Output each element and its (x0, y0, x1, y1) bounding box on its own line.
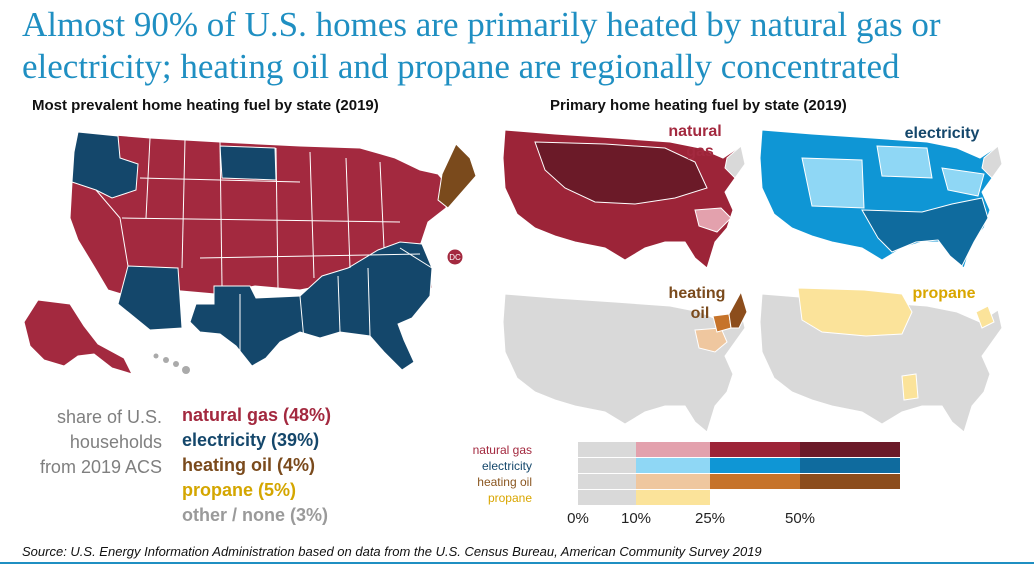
footer-rule (0, 562, 1034, 564)
fuel-share-heating-oil: heating oil (4%) (182, 455, 316, 475)
scale-tick-10: 10% (620, 510, 652, 527)
panel-natural-gas-dark-core (534, 141, 708, 205)
scale-label-natural-gas: natural gas (472, 443, 532, 457)
panel-natural-gas-new-england-none (724, 145, 746, 179)
scale-cell (636, 474, 710, 489)
region-electricity-south (189, 241, 433, 371)
region-hawaii (153, 353, 190, 374)
scale-tick-25: 25% (694, 510, 726, 527)
scale-tick-0: 0% (567, 510, 589, 527)
panel-electricity-dark-south (861, 197, 989, 267)
share-label-line-3: from 2019 ACS (39, 457, 162, 477)
panel-electricity-new-england-none (981, 145, 1003, 179)
fuel-share-legend: natural gas (48%) electricity (39%) heat… (182, 403, 331, 528)
scale-cell (578, 458, 636, 473)
scale-cell (578, 474, 636, 489)
fuel-share-natural-gas: natural gas (48%) (182, 405, 332, 425)
scale-cell (636, 458, 710, 473)
panel-natural-gas-label: natural gas (668, 123, 721, 160)
scale-label-electricity: electricity (481, 459, 532, 473)
panel-heating-oil-label: heating oil (669, 285, 726, 322)
panel-heating-oil-dark-maine (728, 290, 748, 329)
panel-heating-oil-label-line-1: heating (669, 285, 726, 302)
scale-cell (710, 458, 800, 473)
panel-heating-oil-map: heating oil (502, 285, 748, 433)
fuel-share-other: other / none (3%) (182, 505, 329, 525)
right-maps-title: Primary home heating fuel by state (2019… (550, 97, 847, 114)
panel-electricity-label: electricity (905, 125, 980, 142)
state-borders (95, 137, 433, 354)
headline-line-1: Almost 90% of U.S. homes are primarily h… (22, 5, 941, 44)
left-map-title: Most prevalent home heating fuel by stat… (32, 97, 379, 114)
panel-propane-light-north-central (797, 287, 995, 401)
source-note: Source: U.S. Energy Information Administ… (22, 544, 762, 559)
panel-heating-oil-label-line-2: oil (691, 305, 710, 322)
share-label-line-1: share of U.S. (56, 407, 162, 427)
scale-cell (578, 442, 636, 457)
region-electricity-north-dakota (219, 145, 277, 181)
panel-natural-gas-label-line-2: gas (686, 143, 714, 160)
scale-cell (800, 442, 900, 457)
dc-marker-label: DC (449, 253, 461, 262)
share-label-line-2: households (69, 432, 162, 452)
fuel-share-propane: propane (5%) (182, 480, 297, 500)
region-electricity-northwest (71, 131, 139, 199)
main-us-map: DC (23, 131, 477, 375)
scale-cell (800, 458, 900, 473)
panel-heating-oil-outline (502, 293, 746, 433)
panel-propane-map: propane (759, 285, 1003, 433)
scale-tick-50: 50% (784, 510, 816, 527)
scale-cell (636, 490, 710, 505)
region-alaska (23, 299, 133, 375)
scale-cell (578, 490, 636, 505)
headline: Almost 90% of U.S. homes are primarily h… (22, 4, 1022, 88)
panel-natural-gas-label-line-1: natural (668, 123, 721, 140)
fuel-share-electricity: electricity (39%) (182, 430, 320, 450)
scale-label-heating-oil: heating oil (477, 475, 532, 489)
share-label: share of U.S. households from 2019 ACS (10, 405, 162, 480)
panel-natural-gas-map: natural gas (502, 123, 746, 269)
region-heating-oil-new-england (437, 143, 477, 209)
panel-electricity-light-north (801, 145, 985, 209)
panel-electricity-map: electricity (759, 125, 1003, 269)
scale-label-propane: propane (487, 491, 532, 505)
scale-cell (636, 442, 710, 457)
scale-cell (800, 474, 900, 489)
dc-marker: DC (446, 248, 464, 266)
region-electricity-arizona (117, 265, 183, 331)
scale-cell (710, 442, 800, 457)
scale-cell (710, 474, 800, 489)
color-scale-legend: natural gas electricity heating oil prop… (470, 440, 930, 530)
headline-line-2: electricity; heating oil and propane are… (22, 47, 900, 86)
panel-propane-label: propane (912, 285, 975, 302)
panel-natural-gas-light-carolinas (694, 207, 732, 233)
